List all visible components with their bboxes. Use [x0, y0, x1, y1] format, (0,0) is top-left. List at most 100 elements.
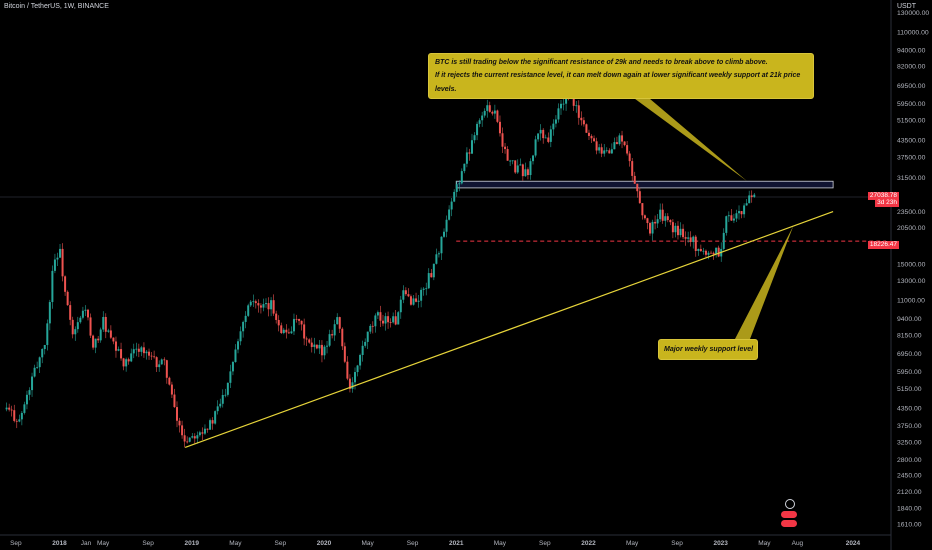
candle-body: [595, 141, 598, 151]
price-tick-label: 51500.00: [897, 118, 926, 125]
candle-body: [486, 105, 489, 111]
candle-body: [247, 305, 250, 316]
candle-body: [130, 353, 133, 362]
support-callout[interactable]: Major weekly support level: [658, 339, 758, 361]
candle-body: [239, 331, 242, 342]
price-tick-label: 2450.00: [897, 472, 922, 479]
candle-body: [504, 146, 507, 150]
candle-body: [381, 320, 384, 324]
candle-body: [417, 300, 420, 302]
candle-body: [722, 232, 725, 249]
candle-body: [310, 342, 313, 347]
candle-body: [267, 303, 270, 310]
candle-body: [552, 123, 555, 130]
price-tick-label: 8150.00: [897, 332, 922, 339]
candle-body: [69, 305, 72, 320]
candle-body: [511, 160, 514, 162]
time-tick-label: May: [758, 540, 771, 547]
candle-body: [376, 312, 379, 316]
currency-label[interactable]: USDT: [896, 3, 916, 10]
candle-body: [422, 288, 425, 290]
candle-body: [374, 315, 377, 327]
candle-body: [440, 236, 443, 254]
candle-body: [524, 169, 527, 177]
candle-body: [59, 248, 62, 258]
candle-body: [173, 394, 176, 408]
candle-body: [618, 135, 621, 145]
price-tick-label: 20500.00: [897, 225, 926, 232]
candle-body: [265, 303, 268, 305]
candle-body: [626, 145, 629, 154]
candle-body: [659, 209, 662, 220]
candle-body: [740, 211, 743, 215]
candle-body: [631, 161, 634, 176]
candle-body: [308, 339, 311, 343]
candle-body: [36, 367, 39, 368]
candle-body: [361, 345, 364, 355]
candle-body: [338, 317, 341, 329]
candle-body: [664, 216, 667, 221]
price-tick-label: 31500.00: [897, 175, 926, 182]
candle-body: [343, 346, 346, 362]
candle-body: [682, 228, 685, 238]
candle-body: [628, 153, 631, 162]
candle-body: [448, 209, 451, 220]
candle-body: [313, 344, 316, 347]
candle-body: [460, 171, 463, 184]
candle-body: [387, 316, 390, 323]
time-tick-label: May: [97, 540, 110, 547]
candle-body: [66, 291, 69, 306]
price-tick-label: 4350.00: [897, 406, 922, 413]
support-trendline: [184, 211, 834, 449]
candle-body: [725, 216, 728, 233]
candle-body: [610, 149, 613, 154]
time-tick-label: Aug: [792, 540, 804, 547]
candle-body: [242, 321, 245, 332]
candle-body: [425, 288, 428, 290]
time-tick-label: May: [626, 540, 639, 547]
candle-body: [10, 409, 13, 411]
candle-body: [74, 329, 77, 335]
candle-body: [674, 225, 677, 233]
candle-body: [18, 419, 21, 422]
candle-body: [97, 338, 100, 341]
candle-body: [585, 124, 588, 133]
candle-body: [76, 322, 79, 330]
event-badge[interactable]: [781, 511, 797, 518]
candle-body: [203, 428, 206, 434]
price-tick-label: 43500.00: [897, 137, 926, 144]
candle-body: [79, 317, 82, 323]
bar-countdown-tag: 3d 23h: [875, 199, 899, 207]
candle-body: [206, 428, 209, 430]
candle-body: [259, 305, 262, 308]
candle-body: [145, 351, 148, 354]
candle-body: [671, 222, 674, 233]
support-price-tag: 18226.47: [867, 241, 899, 249]
candle-body: [623, 141, 626, 146]
candle-body: [590, 135, 593, 139]
candle-body: [348, 378, 351, 389]
candle-body: [481, 115, 484, 121]
candle-body: [275, 313, 278, 320]
candle-body: [196, 435, 199, 439]
time-tick-label: May: [361, 540, 374, 547]
event-badge[interactable]: [781, 520, 797, 527]
candle-body: [463, 163, 466, 172]
candle-body: [699, 248, 702, 252]
candle-body: [252, 301, 255, 303]
candle-body: [605, 150, 608, 152]
candle-body: [404, 290, 407, 295]
candle-body: [61, 248, 64, 277]
candle-body: [328, 334, 331, 346]
candle-body: [25, 394, 28, 405]
candle-body: [453, 191, 456, 202]
candle-body: [409, 296, 412, 305]
candle-body: [28, 390, 31, 395]
candle-body: [697, 248, 700, 251]
replay-icon[interactable]: [785, 499, 795, 509]
candle-body: [186, 441, 189, 443]
time-tick-label: 2018: [52, 540, 67, 547]
candle-body: [181, 425, 184, 436]
resistance-callout[interactable]: BTC is still trading below the significa…: [428, 53, 814, 99]
